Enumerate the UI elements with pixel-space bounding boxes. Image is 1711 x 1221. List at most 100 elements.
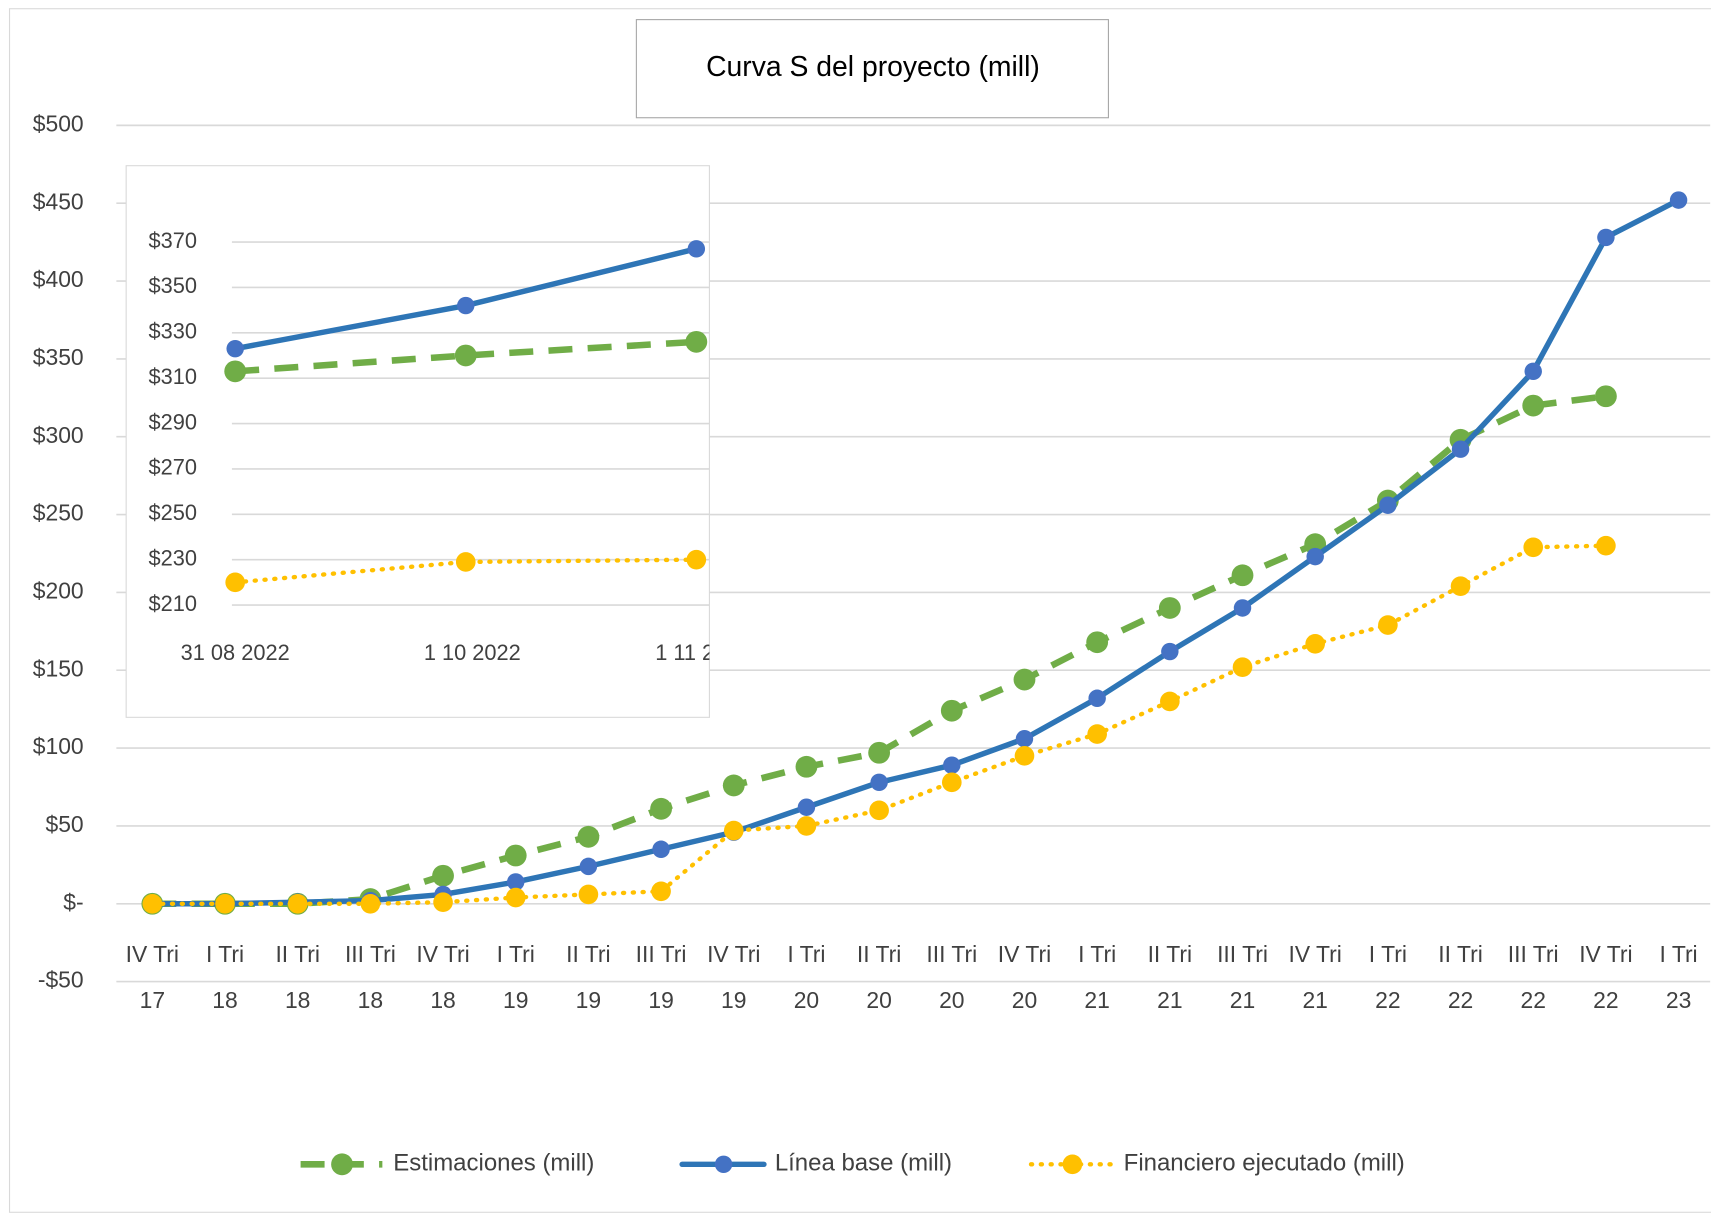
x-tick-label: I Tri (1078, 941, 1116, 967)
x-tick-label: 17 (140, 987, 165, 1013)
x-tick-label: III Tri (926, 941, 977, 967)
marker (868, 741, 891, 764)
marker (1233, 599, 1252, 617)
marker (1595, 385, 1617, 408)
x-tick-label: III Tri (1217, 941, 1268, 967)
marker (224, 360, 247, 383)
x-tick-label: 19 (503, 987, 528, 1013)
marker (869, 800, 889, 821)
marker (226, 339, 244, 358)
marker (579, 857, 598, 876)
series-line (149, 197, 1682, 907)
x-tick-label: IV Tri (707, 941, 760, 967)
marker (686, 549, 707, 570)
marker (432, 864, 454, 887)
marker (1305, 633, 1326, 654)
marker (687, 240, 706, 258)
x-tick-label: 19 (648, 987, 673, 1013)
x-tick-label: 20 (866, 987, 891, 1013)
legend-marker (331, 1153, 353, 1176)
x-tick-label: I Tri (787, 941, 825, 967)
x-tick-label: 1 10 2022 (424, 640, 521, 665)
marker (507, 873, 525, 891)
marker (940, 699, 963, 722)
y-tick-label: $300 (33, 422, 84, 448)
legend-marker (714, 1155, 733, 1174)
marker (1161, 642, 1179, 661)
marker (1013, 668, 1036, 691)
y-tick-label: $150 (33, 655, 84, 681)
marker (685, 330, 708, 353)
legend-label: Línea base (mill) (775, 1150, 952, 1177)
y-tick-label: $500 (33, 110, 84, 136)
x-tick-label: II Tri (1148, 941, 1192, 967)
marker (1160, 691, 1180, 712)
marker (650, 797, 672, 820)
marker (651, 881, 671, 902)
x-tick-label: 21 (1084, 987, 1109, 1013)
x-tick-label: 21 (1302, 987, 1327, 1013)
x-tick-label: 18 (430, 987, 455, 1013)
x-tick-label: I Tri (206, 941, 244, 967)
x-tick-label: 21 (1230, 987, 1255, 1013)
marker (225, 572, 245, 593)
marker (1378, 615, 1398, 635)
marker (1087, 724, 1107, 744)
x-tick-label: 20 (1012, 987, 1037, 1013)
marker (1086, 631, 1109, 654)
y-tick-label: $270 (149, 455, 198, 480)
title-box (635, 19, 1109, 119)
y-tick-label: $330 (149, 319, 198, 344)
x-tick-label: III Tri (636, 941, 687, 967)
x-tick-label: 18 (212, 987, 237, 1013)
legend-label: Estimaciones (mill) (393, 1150, 594, 1177)
x-tick-label: IV Tri (1288, 941, 1341, 967)
y-tick-label: $210 (149, 591, 198, 616)
marker (215, 893, 235, 914)
marker (1524, 362, 1542, 381)
x-tick-label: I Tri (1369, 941, 1407, 967)
x-tick-label: II Tri (857, 941, 901, 967)
y-tick-label: $350 (149, 273, 198, 298)
y-tick-label: $250 (33, 500, 84, 526)
marker (577, 825, 600, 848)
y-tick-label: $- (63, 889, 83, 915)
marker (454, 344, 477, 367)
y-tick-label: $230 (149, 545, 198, 570)
y-tick-label: -$50 (38, 967, 84, 993)
marker (455, 552, 476, 572)
marker (870, 773, 888, 792)
legend-label: Financiero ejecutado (mill) (1124, 1150, 1405, 1177)
y-tick-label: $100 (33, 733, 84, 759)
y-tick-label: $450 (33, 188, 84, 214)
x-tick-label: 22 (1448, 987, 1473, 1013)
x-tick-label: 20 (939, 987, 964, 1013)
marker (1522, 394, 1545, 417)
y-tick-label: $200 (33, 577, 84, 603)
marker (505, 887, 526, 908)
marker (1015, 730, 1034, 748)
y-tick-label: $50 (45, 811, 83, 837)
marker (943, 756, 961, 774)
x-tick-label: 1 11 2022 (655, 640, 750, 665)
x-tick-label: IV Tri (126, 941, 179, 967)
x-tick-label: 18 (285, 987, 310, 1013)
marker (578, 884, 599, 905)
marker (723, 820, 744, 841)
y-tick-label: $400 (33, 266, 84, 292)
marker (142, 893, 163, 914)
series-line (233, 557, 699, 585)
marker (287, 893, 308, 914)
marker (1158, 597, 1181, 619)
x-tick-label: 22 (1521, 987, 1546, 1013)
marker (795, 755, 818, 778)
x-tick-label: IV Tri (998, 941, 1051, 967)
legend-marker (1062, 1154, 1083, 1175)
y-tick-label: $350 (33, 344, 84, 370)
series-line (150, 543, 1609, 906)
marker (796, 816, 817, 836)
x-tick-label: 22 (1593, 987, 1618, 1013)
x-tick-label: II Tri (1438, 941, 1482, 967)
